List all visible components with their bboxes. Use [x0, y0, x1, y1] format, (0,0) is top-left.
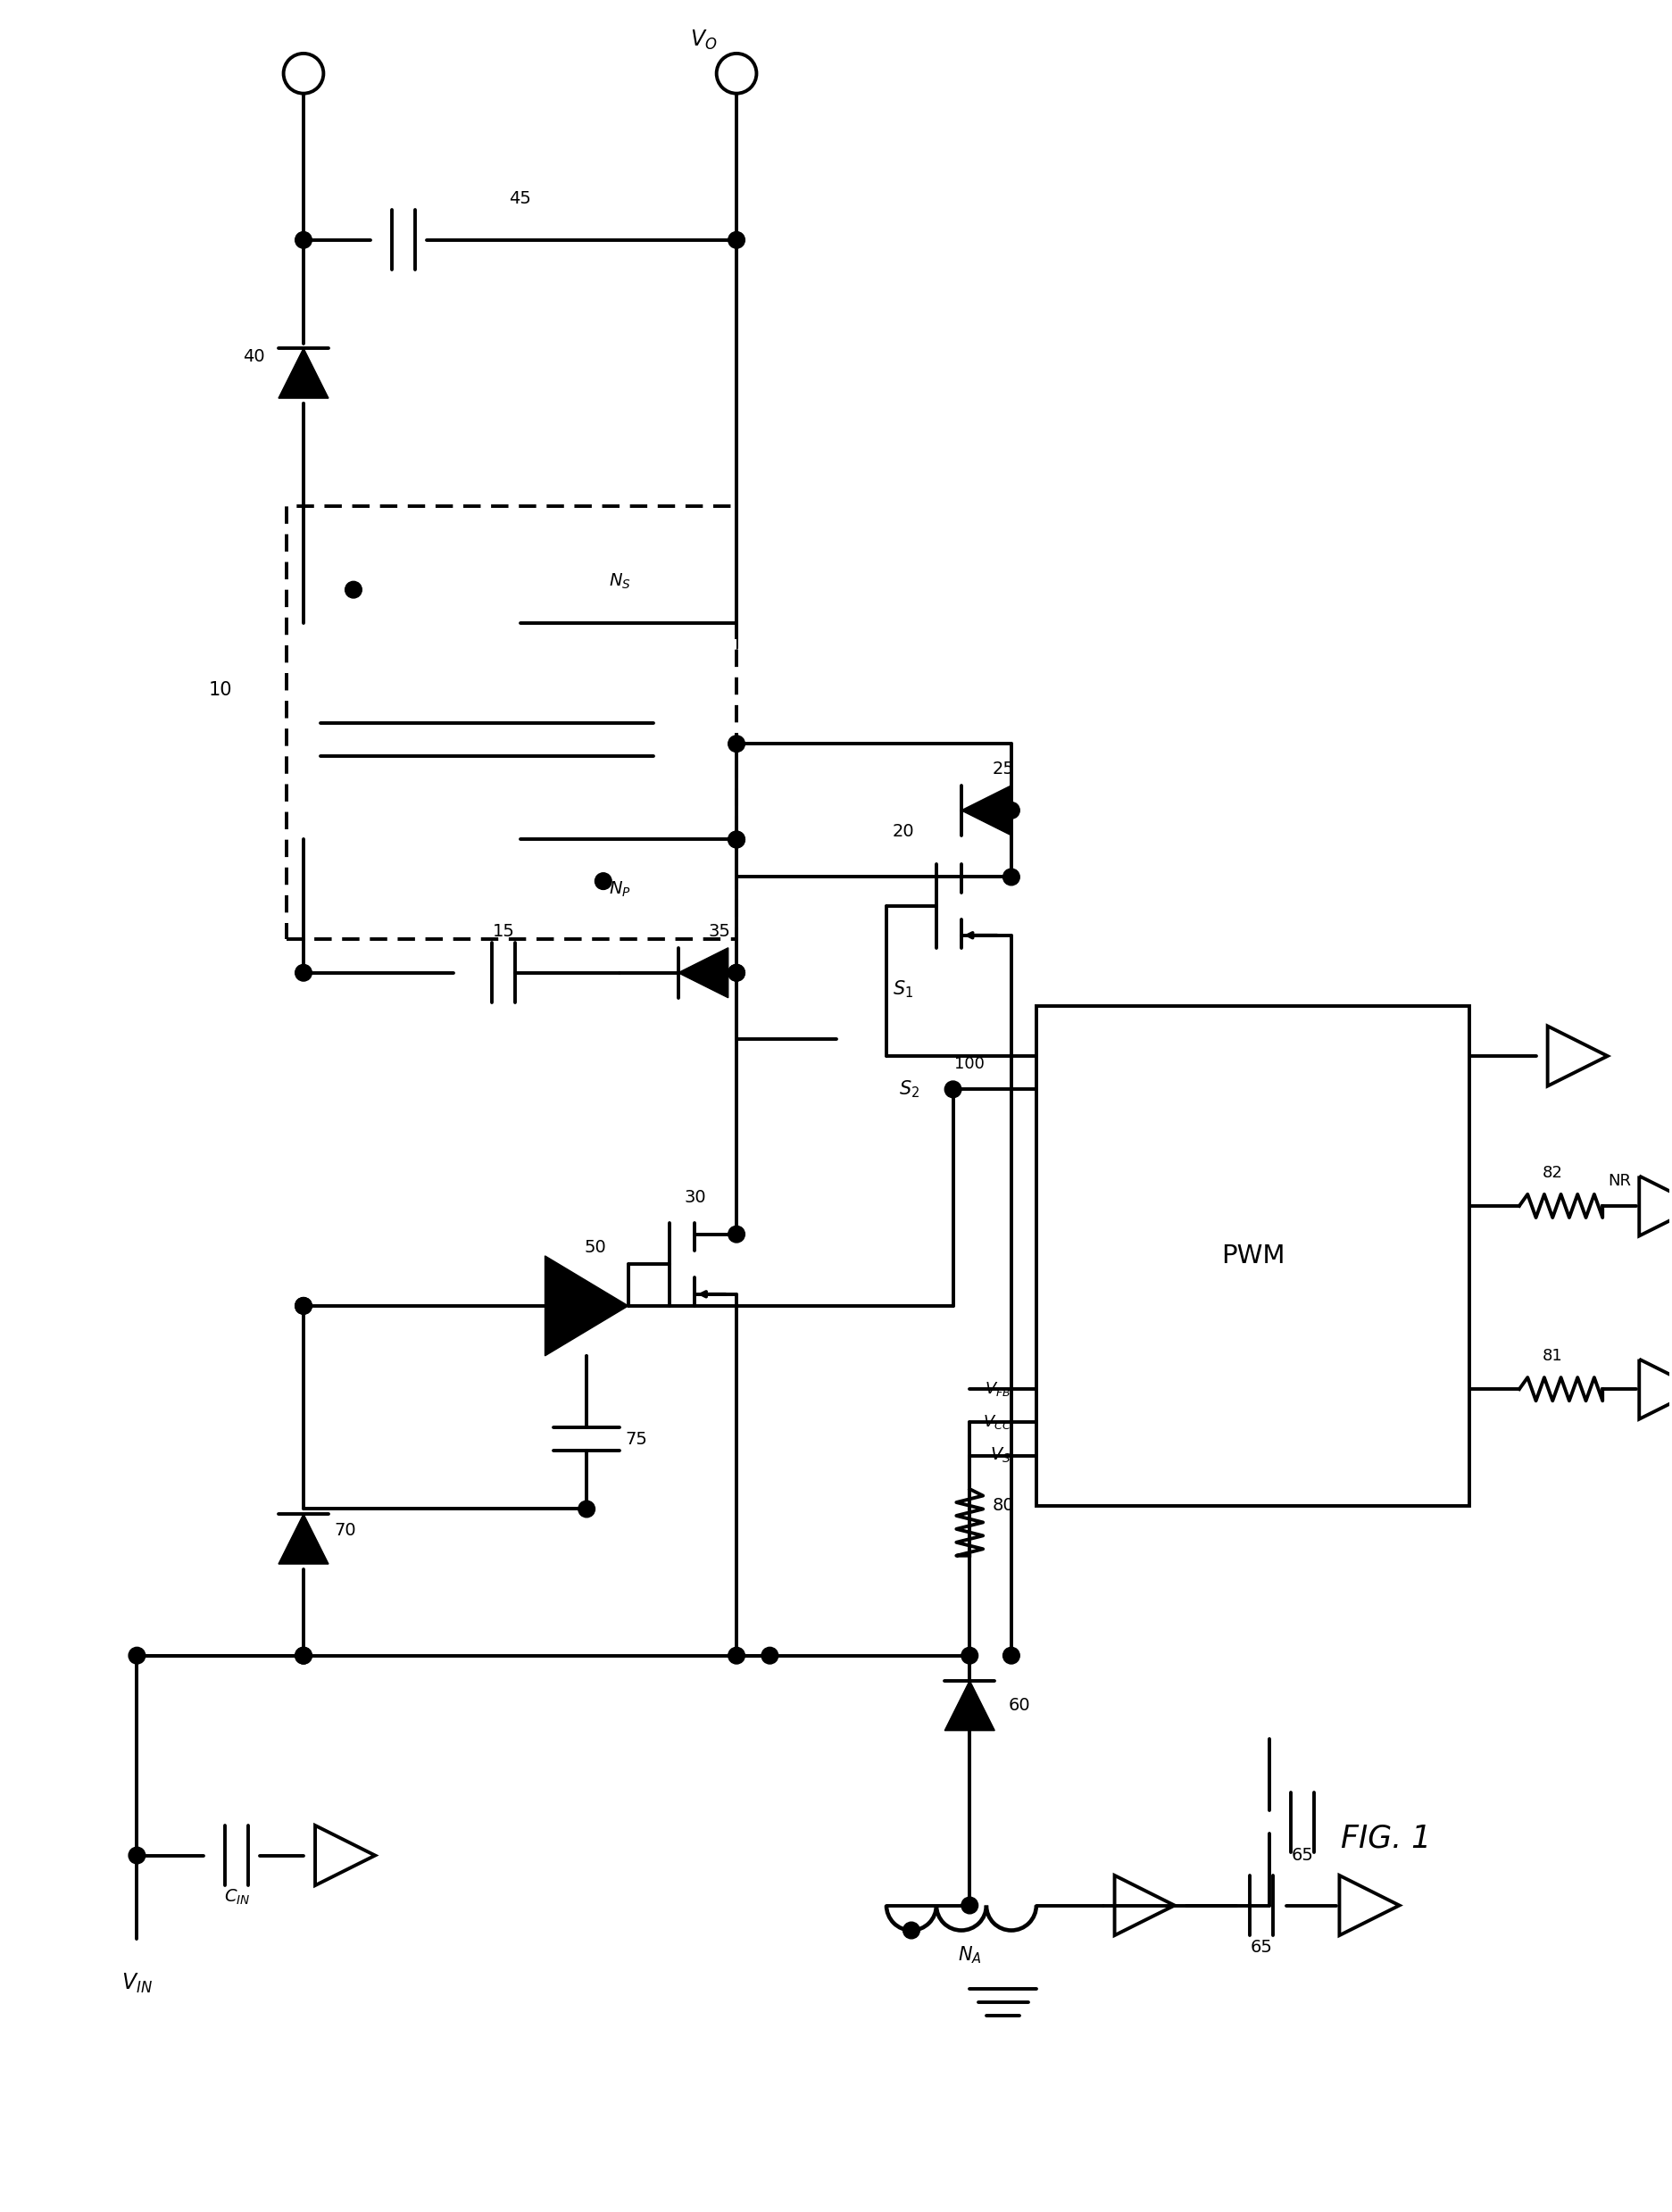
Text: 50: 50 — [584, 1239, 605, 1256]
Text: 30: 30 — [684, 1190, 706, 1206]
Text: $N_S$: $N_S$ — [609, 573, 630, 591]
Text: 35: 35 — [709, 922, 731, 940]
Text: 80: 80 — [991, 1498, 1013, 1515]
Bar — [1035, 1006, 1468, 1506]
Text: 65: 65 — [1249, 1938, 1272, 1955]
Text: 60: 60 — [1008, 1697, 1030, 1714]
Text: $S_2$: $S_2$ — [898, 1079, 920, 1099]
Circle shape — [1003, 869, 1020, 885]
Text: 40: 40 — [242, 347, 264, 365]
Circle shape — [945, 1082, 961, 1097]
Circle shape — [294, 964, 311, 982]
Text: 82: 82 — [1542, 1164, 1562, 1181]
Circle shape — [727, 734, 744, 752]
Polygon shape — [278, 1513, 328, 1564]
Text: $V_S$: $V_S$ — [990, 1447, 1012, 1464]
Circle shape — [595, 874, 612, 889]
Circle shape — [294, 1648, 311, 1663]
Polygon shape — [961, 785, 1012, 836]
Text: 10: 10 — [209, 681, 232, 699]
Text: 81: 81 — [1542, 1347, 1562, 1365]
Text: $V_{FB}$: $V_{FB}$ — [985, 1380, 1012, 1398]
Circle shape — [294, 1298, 311, 1314]
Polygon shape — [278, 347, 328, 398]
Circle shape — [294, 232, 311, 248]
Circle shape — [294, 1648, 311, 1663]
Circle shape — [727, 1225, 744, 1243]
Polygon shape — [945, 1681, 995, 1730]
Text: 15: 15 — [492, 922, 515, 940]
Circle shape — [727, 964, 744, 982]
Polygon shape — [677, 947, 727, 998]
Text: NR: NR — [1607, 1172, 1630, 1190]
Text: 100: 100 — [955, 1057, 985, 1073]
Circle shape — [961, 1648, 978, 1663]
Circle shape — [1003, 803, 1020, 818]
Circle shape — [129, 1847, 145, 1865]
Text: 45: 45 — [508, 190, 530, 208]
Circle shape — [727, 964, 744, 982]
Bar — [286, 507, 736, 940]
Text: 70: 70 — [334, 1522, 356, 1540]
Text: $S_1$: $S_1$ — [893, 980, 913, 1000]
Circle shape — [129, 1648, 145, 1663]
Circle shape — [761, 1648, 777, 1663]
Text: $N_P$: $N_P$ — [609, 880, 630, 898]
Circle shape — [727, 232, 744, 248]
Circle shape — [344, 582, 361, 597]
Circle shape — [294, 1298, 311, 1314]
Circle shape — [579, 1500, 595, 1517]
Text: $N_A$: $N_A$ — [958, 1944, 981, 1966]
Circle shape — [1003, 1648, 1020, 1663]
Polygon shape — [545, 1256, 629, 1356]
Text: 25: 25 — [991, 761, 1013, 776]
Text: 20: 20 — [891, 823, 913, 841]
Circle shape — [727, 832, 744, 847]
Text: $C_{IN}$: $C_{IN}$ — [224, 1887, 249, 1907]
Circle shape — [903, 1922, 920, 1938]
Circle shape — [727, 1648, 744, 1663]
Circle shape — [727, 832, 744, 847]
Text: $V_{CC}$: $V_{CC}$ — [983, 1413, 1012, 1431]
Text: $V_O$: $V_O$ — [689, 29, 716, 51]
Circle shape — [961, 1898, 978, 1913]
Text: $V_{IN}$: $V_{IN}$ — [122, 1973, 152, 1995]
Text: 65: 65 — [1291, 1847, 1313, 1865]
Text: FIG. 1: FIG. 1 — [1341, 1823, 1431, 1854]
Text: 75: 75 — [625, 1431, 647, 1447]
Text: PWM: PWM — [1221, 1243, 1284, 1267]
